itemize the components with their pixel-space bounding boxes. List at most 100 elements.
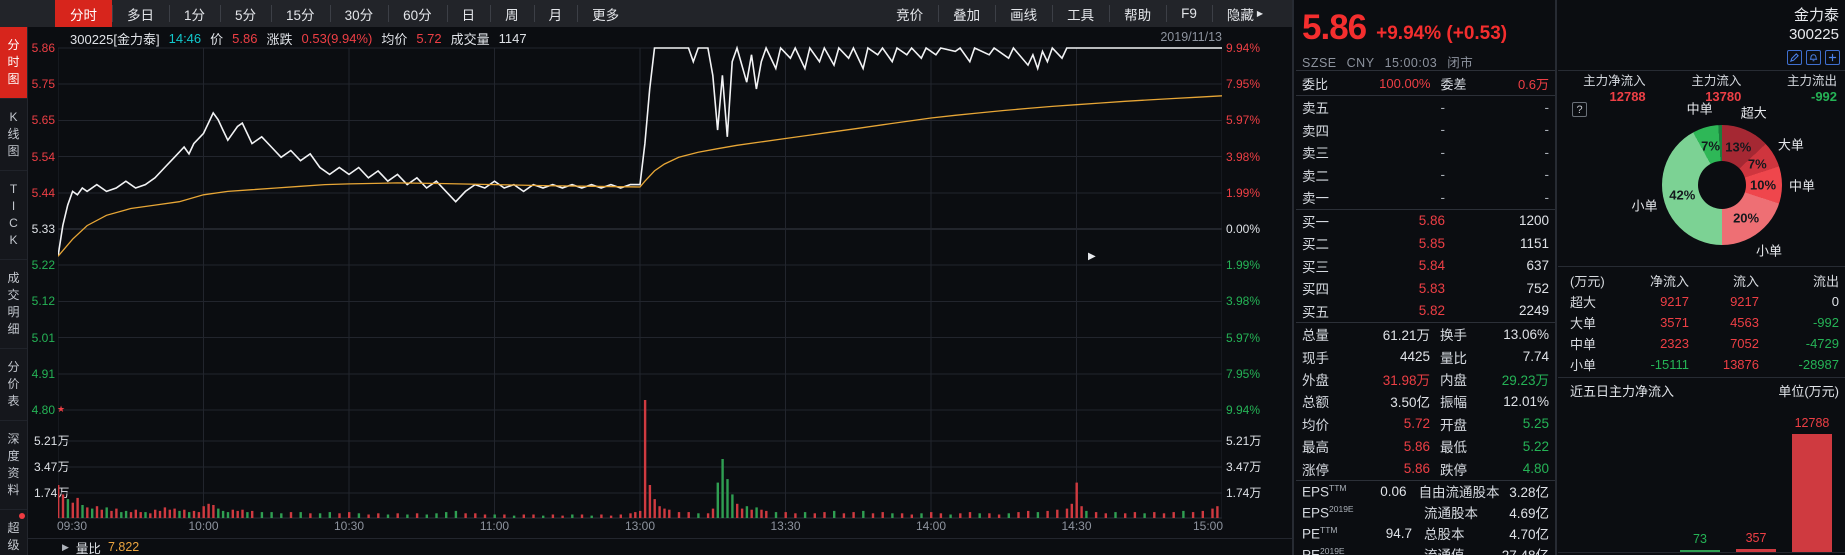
sidebar-item-分价表[interactable]: 分价表 (0, 349, 27, 421)
volume-bar (609, 515, 613, 518)
change-percent: +9.94% (1376, 23, 1442, 44)
volume-bar (226, 512, 230, 518)
toolbar-button-F9[interactable]: F9 (1166, 0, 1212, 27)
indicator-expand-arrow-icon[interactable]: ▶ (62, 541, 69, 552)
price-label: 价 (210, 31, 224, 47)
donut-percent-label: 7% (1747, 156, 1767, 172)
sidebar-item-超级[interactable]: 超级 (0, 510, 27, 555)
toolbar-button-帮助[interactable]: 帮助 (1109, 0, 1166, 27)
fundamental-value: 4.70亿 (1509, 527, 1549, 543)
volume-bar (158, 510, 162, 518)
ask-row[interactable]: 卖二 - - (1296, 164, 1555, 187)
volume-bar (639, 510, 642, 518)
toolbar-tab-5分[interactable]: 5分 (220, 0, 271, 27)
bid-row[interactable]: 买一 5.86 1200 (1296, 210, 1555, 233)
volume-bar (493, 514, 496, 518)
help-icon[interactable]: ? (1572, 102, 1587, 117)
toolbar-tab-周[interactable]: 周 (490, 0, 534, 27)
bid-row[interactable]: 买五 5.82 2249 (1296, 300, 1555, 323)
sidebar-item-分时图[interactable]: 分时图 (0, 27, 27, 99)
expand-panel-arrow-icon[interactable]: ▶ (1088, 251, 1096, 262)
avg-label: 均价 (381, 31, 408, 47)
sidebar-item-成交明细[interactable]: 成交明细 (0, 260, 27, 349)
toolbar-tab-更多[interactable]: 更多 (577, 0, 634, 27)
toolbar-button-叠加[interactable]: 叠加 (938, 0, 995, 27)
toolbar-button-隐藏[interactable]: 隐藏 ▶ (1211, 0, 1278, 27)
toolbar-button-竞价[interactable]: 竞价 (896, 7, 924, 23)
intraday-chart[interactable] (58, 40, 1222, 520)
fundamental-label: EPS2019E (1302, 503, 1354, 521)
toolbar-tab-日[interactable]: 日 (446, 0, 491, 27)
bid-row[interactable]: 买四 5.83 752 (1296, 277, 1555, 300)
alert-bell-icon[interactable] (1806, 50, 1821, 65)
bid-price: 5.84 (1418, 258, 1445, 274)
toolbar-tab-30分[interactable]: 30分 (329, 0, 389, 27)
label-char: 图 (7, 72, 20, 86)
volume-bar (86, 507, 89, 518)
flow-row-value: -15111 (1650, 357, 1689, 372)
add-icon[interactable] (1825, 50, 1840, 65)
price-axis-label: 5.54 (31, 149, 55, 164)
toolbar-button-画线[interactable]: 画线 (995, 0, 1052, 27)
volume-bar (522, 514, 525, 518)
toolbar-tab-月[interactable]: 月 (533, 0, 578, 27)
ask-row[interactable]: 卖一 - - (1296, 186, 1555, 209)
stat-row: 最高 5.86 最低 5.22 (1296, 435, 1555, 457)
toolbar-tab-分时[interactable]: 分时 (55, 0, 112, 27)
ask-volume: - (1544, 122, 1550, 138)
ask-price: - (1440, 122, 1446, 138)
volume-bar (66, 499, 70, 518)
flow-row-value: 3571 (1660, 315, 1689, 330)
volume-bar (236, 510, 239, 518)
stock-code-name: 300225[金力泰] (70, 31, 160, 47)
ask-row[interactable]: 卖五 - - (1296, 96, 1555, 119)
volume-bar (110, 510, 113, 518)
fundamental-label: EPSTTM (1302, 482, 1347, 500)
indicator-name[interactable]: 量比 (75, 541, 101, 555)
volume-bar (571, 514, 574, 518)
donut-slice-name: 小单 (1756, 243, 1783, 259)
toolbar-tab-15分[interactable]: 15分 (271, 0, 330, 27)
divider (1558, 377, 1845, 378)
fundamental-label: PE2019E (1302, 545, 1345, 555)
volume-bar (930, 512, 933, 518)
fundamental-value: 4.69亿 (1509, 506, 1549, 522)
volume-bar (881, 512, 884, 518)
bid-price: 5.83 (1418, 280, 1445, 296)
avg-price-line (58, 95, 1222, 257)
stat-value: 5.86 (1403, 438, 1430, 454)
volume-bar (377, 513, 380, 518)
toolbar-button-工具[interactable]: 工具 (1052, 0, 1109, 27)
ask-row[interactable]: 卖四 - - (1296, 119, 1555, 142)
volume-bar (542, 515, 545, 518)
ask-row[interactable]: 卖三 - - (1296, 141, 1555, 164)
weicha-value: 0.6万 (1517, 76, 1550, 92)
percent-axis-label: 7.95% (1226, 77, 1261, 92)
edit-icon[interactable] (1787, 50, 1802, 65)
volume-bar (512, 515, 516, 518)
volume-bar (1133, 512, 1137, 518)
stat-label: 换手 (1440, 328, 1467, 344)
volume-bar (833, 510, 836, 518)
toolbar-tab-多日[interactable]: 多日 (112, 0, 169, 27)
bid-row[interactable]: 买三 5.84 637 (1296, 255, 1555, 278)
volume-bar (289, 512, 293, 518)
toolbar-tab-1分[interactable]: 1分 (169, 0, 220, 27)
volume-bar (750, 509, 753, 518)
volume-bar (217, 508, 220, 518)
sidebar-item-深度资料[interactable]: 深度资料 (0, 421, 27, 510)
toolbar-tab-60分[interactable]: 60分 (388, 0, 447, 27)
flow-table-row: 小单 -15111 13876 -28987 (1558, 354, 1845, 375)
volume-bar (309, 513, 312, 518)
volume-bar (1216, 506, 1219, 518)
label-char: 分 (7, 38, 20, 52)
change-label: 涨跌 (266, 31, 293, 47)
fundamental-label: 自由流通股本 (1418, 485, 1500, 501)
bid-row[interactable]: 买二 5.85 1151 (1296, 232, 1555, 255)
price-axis-label: 5.86 (31, 41, 55, 55)
volume-bar (115, 508, 118, 518)
volume-bar (95, 506, 99, 518)
main-flow-label: 主力流出 (1787, 74, 1838, 88)
